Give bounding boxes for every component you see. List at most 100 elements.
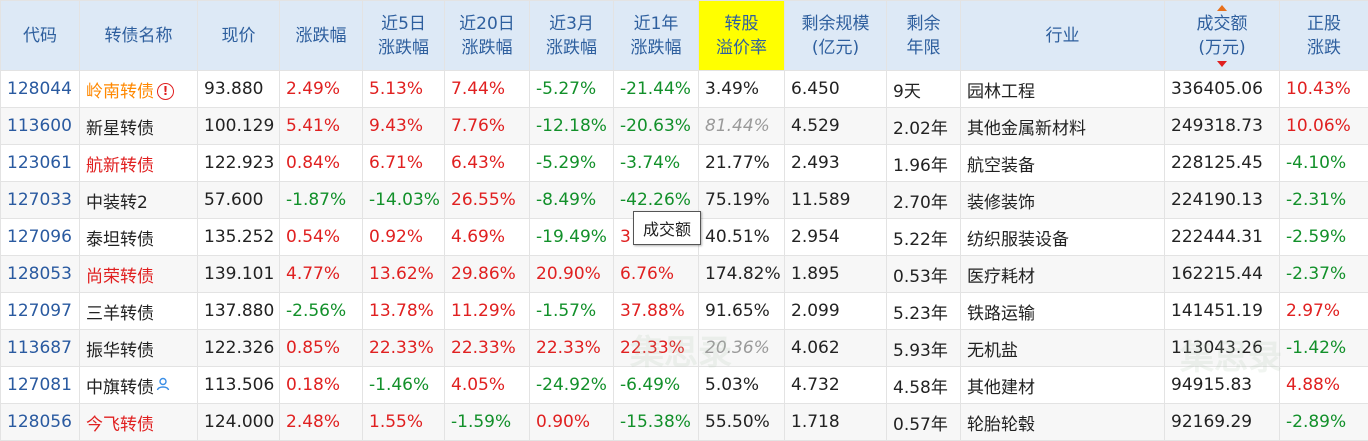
table-row[interactable]: 127033 中装转2 57.600 -1.87% -14.03% 26.55%… xyxy=(0,181,1368,219)
bond-code[interactable]: 127096 xyxy=(0,218,80,256)
bond-code[interactable]: 127081 xyxy=(0,366,80,404)
col-header-remaining-years[interactable]: 剩余 年限 xyxy=(886,0,961,71)
col-header-change-3m[interactable]: 近3月 涨跌幅 xyxy=(529,0,614,71)
volume: 224190.13 xyxy=(1164,181,1280,219)
change-5d: -14.03% xyxy=(362,181,445,219)
bond-code[interactable]: 127097 xyxy=(0,292,80,330)
remaining-years: 5.23年 xyxy=(886,292,961,330)
bond-name-cell[interactable]: 泰坦转债 xyxy=(79,218,198,256)
change-5d: 13.62% xyxy=(362,255,445,293)
table-row[interactable]: 128053 尚荣转债 139.101 4.77% 13.62% 29.86% … xyxy=(0,255,1368,293)
bond-name[interactable]: 航新转债 xyxy=(86,155,154,176)
sort-desc-icon[interactable] xyxy=(1217,61,1227,67)
bond-code[interactable]: 128044 xyxy=(0,70,80,108)
remaining-years: 0.53年 xyxy=(886,255,961,293)
stock-change: -1.42% xyxy=(1279,329,1368,367)
bond-name-cell[interactable]: 中装转2 xyxy=(79,181,198,219)
change-1y: -21.44% xyxy=(613,70,699,108)
bond-name-cell[interactable]: 振华转债 xyxy=(79,329,198,367)
col-header-volume[interactable]: 成交额 (万元) xyxy=(1164,0,1280,71)
bond-name[interactable]: 新星转债 xyxy=(86,118,154,139)
volume: 92169.29 xyxy=(1164,403,1280,441)
table-row[interactable]: 128056 今飞转债 124.000 2.48% 1.55% -1.59% 0… xyxy=(0,403,1368,441)
bond-name-cell[interactable]: 岭南转债! xyxy=(79,70,198,108)
bond-code[interactable]: 113687 xyxy=(0,329,80,367)
col-header-name[interactable]: 转债名称 xyxy=(79,0,198,71)
change: 2.49% xyxy=(279,70,363,108)
change-5d: 13.78% xyxy=(362,292,445,330)
col-header-change-1y[interactable]: 近1年 涨跌幅 xyxy=(613,0,699,71)
table-row[interactable]: 127081 中旗转债 113.506 0.18% -1.46% 4.05% -… xyxy=(0,366,1368,404)
change-5d: 5.13% xyxy=(362,70,445,108)
volume: 228125.45 xyxy=(1164,144,1280,182)
bond-name-cell[interactable]: 新星转债 xyxy=(79,107,198,145)
bond-name[interactable]: 中装转2 xyxy=(86,192,148,213)
sort-asc-icon[interactable] xyxy=(1217,5,1227,11)
stock-change: -2.37% xyxy=(1279,255,1368,293)
bond-name[interactable]: 岭南转债 xyxy=(86,81,154,102)
volume: 141451.19 xyxy=(1164,292,1280,330)
col-header-stock-change[interactable]: 正股 涨跌 xyxy=(1279,0,1368,71)
price: 135.252 xyxy=(197,218,280,256)
alert-icon[interactable]: ! xyxy=(157,82,174,100)
bond-code[interactable]: 127033 xyxy=(0,181,80,219)
volume: 249318.73 xyxy=(1164,107,1280,145)
bond-code[interactable]: 128056 xyxy=(0,403,80,441)
remaining-years: 4.58年 xyxy=(886,366,961,404)
table-row[interactable]: 127096 泰坦转债 135.252 0.54% 0.92% 4.69% -1… xyxy=(0,218,1368,256)
change-20d: 7.76% xyxy=(444,107,530,145)
change-3m: 22.33% xyxy=(529,329,614,367)
bond-name[interactable]: 中旗转债 xyxy=(86,377,154,398)
change-3m: -8.49% xyxy=(529,181,614,219)
price: 122.923 xyxy=(197,144,280,182)
price: 137.880 xyxy=(197,292,280,330)
bond-name[interactable]: 尚荣转债 xyxy=(86,266,154,287)
table-row[interactable]: 127097 三羊转债 137.880 -2.56% 13.78% 11.29%… xyxy=(0,292,1368,330)
industry: 装修装饰 xyxy=(960,181,1165,219)
bond-name[interactable]: 泰坦转债 xyxy=(86,229,154,250)
remaining-scale: 4.529 xyxy=(784,107,887,145)
stock-change: -2.31% xyxy=(1279,181,1368,219)
col-header-change-20d[interactable]: 近20日 涨跌幅 xyxy=(444,0,530,71)
change: 0.85% xyxy=(279,329,363,367)
industry: 其他金属新材料 xyxy=(960,107,1165,145)
change-1y: 22.33% xyxy=(613,329,699,367)
bond-code[interactable]: 113600 xyxy=(0,107,80,145)
change-3m: 20.90% xyxy=(529,255,614,293)
col-header-industry[interactable]: 行业 xyxy=(960,0,1165,71)
bond-name-cell[interactable]: 今飞转债 xyxy=(79,403,198,441)
change: 0.18% xyxy=(279,366,363,404)
table-row[interactable]: 128044 岭南转债! 93.880 2.49% 5.13% 7.44% -5… xyxy=(0,70,1368,108)
bond-name-cell[interactable]: 三羊转债 xyxy=(79,292,198,330)
col-header-conversion-premium[interactable]: 转股 溢价率 xyxy=(698,0,785,71)
bond-name-cell[interactable]: 尚荣转债 xyxy=(79,255,198,293)
bond-name[interactable]: 三羊转债 xyxy=(86,303,154,324)
bond-name[interactable]: 振华转债 xyxy=(86,340,154,361)
col-header-price[interactable]: 现价 xyxy=(197,0,280,71)
stock-change: 4.88% xyxy=(1279,366,1368,404)
change-1y: -6.49% xyxy=(613,366,699,404)
change: 2.48% xyxy=(279,403,363,441)
col-header-code[interactable]: 代码 xyxy=(0,0,80,71)
bond-name-cell[interactable]: 中旗转债 xyxy=(79,366,198,404)
col-header-change[interactable]: 涨跌幅 xyxy=(279,0,363,71)
bond-code[interactable]: 128053 xyxy=(0,255,80,293)
volume: 162215.44 xyxy=(1164,255,1280,293)
change-5d: 22.33% xyxy=(362,329,445,367)
bond-name[interactable]: 今飞转债 xyxy=(86,414,154,435)
col-header-change-5d[interactable]: 近5日 涨跌幅 xyxy=(362,0,445,71)
table-row[interactable]: 113600 新星转债 100.129 5.41% 9.43% 7.76% -1… xyxy=(0,107,1368,145)
change-20d: 26.55% xyxy=(444,181,530,219)
bond-name-cell[interactable]: 航新转债 xyxy=(79,144,198,182)
bond-code[interactable]: 123061 xyxy=(0,144,80,182)
table-row[interactable]: 123061 航新转债 122.923 0.84% 6.71% 6.43% -5… xyxy=(0,144,1368,182)
price: 100.129 xyxy=(197,107,280,145)
user-icon[interactable] xyxy=(156,376,170,396)
change-20d: -1.59% xyxy=(444,403,530,441)
col-header-remaining-scale[interactable]: 剩余规模 (亿元) xyxy=(784,0,887,71)
volume: 113043.26 xyxy=(1164,329,1280,367)
conversion-premium: 3.49% xyxy=(698,70,785,108)
remaining-scale: 2.099 xyxy=(784,292,887,330)
table-row[interactable]: 113687 振华转债 122.326 0.85% 22.33% 22.33% … xyxy=(0,329,1368,367)
